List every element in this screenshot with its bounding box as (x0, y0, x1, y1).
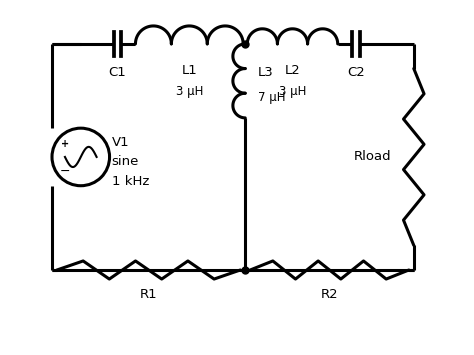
Text: V1: V1 (111, 136, 129, 149)
Text: C1: C1 (109, 66, 126, 80)
Text: −: − (60, 165, 70, 178)
Text: sine: sine (111, 154, 139, 168)
Text: L2: L2 (284, 65, 301, 77)
Text: 3 μH: 3 μH (279, 85, 306, 98)
Text: R1: R1 (140, 289, 157, 301)
Text: Rload: Rload (354, 151, 391, 163)
Text: R2: R2 (321, 289, 338, 301)
Text: L1: L1 (182, 65, 197, 77)
Text: 1 kHz: 1 kHz (111, 175, 149, 188)
Text: 3 μH: 3 μH (176, 85, 203, 98)
Text: C2: C2 (347, 66, 365, 80)
Text: +: + (61, 139, 69, 149)
Text: L3: L3 (257, 66, 273, 79)
Text: 7 μH: 7 μH (257, 91, 285, 104)
